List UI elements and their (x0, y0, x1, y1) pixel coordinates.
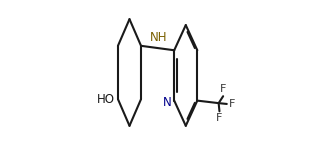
Text: F: F (220, 84, 226, 94)
Text: HO: HO (97, 93, 115, 106)
Text: NH: NH (151, 31, 168, 44)
Text: F: F (229, 99, 236, 109)
Text: F: F (216, 113, 223, 123)
Text: N: N (163, 96, 172, 109)
